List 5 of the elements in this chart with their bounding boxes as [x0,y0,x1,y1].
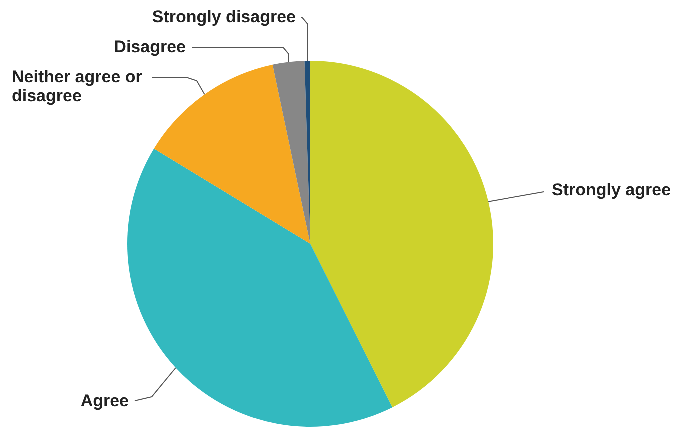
slice-label: Neither agree or disagree [12,68,143,106]
slice-label: Disagree [114,38,186,57]
slice-label: Strongly agree [552,180,672,200]
slice-label: Agree [80,392,129,411]
slice-label: Strongly disagree [152,8,296,27]
